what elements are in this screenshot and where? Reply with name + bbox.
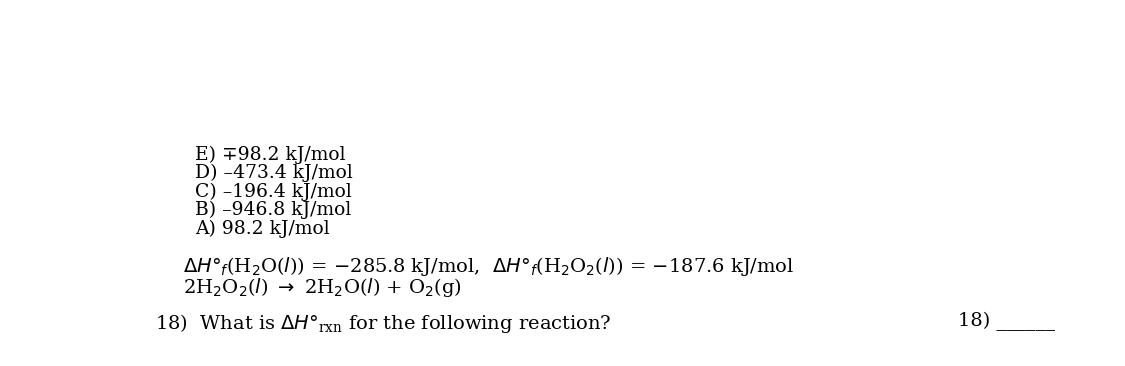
Text: E) ∓98.2 kJ/mol: E) ∓98.2 kJ/mol <box>195 146 345 164</box>
Text: $\Delta H\degree_f$(H$_2$O($\mathit{l}$)) = $-$285.8 kJ/mol,  $\Delta H\degree_f: $\Delta H\degree_f$(H$_2$O($\mathit{l}$)… <box>183 255 794 278</box>
Text: B) –946.8 kJ/mol: B) –946.8 kJ/mol <box>195 201 351 219</box>
Text: 18)  What is $\Delta H\degree_{\mathregular{rxn}}$ for the following reaction?: 18) What is $\Delta H\degree_{\mathregul… <box>154 312 611 335</box>
Text: A) 98.2 kJ/mol: A) 98.2 kJ/mol <box>195 220 330 238</box>
Text: C) –196.4 kJ/mol: C) –196.4 kJ/mol <box>195 183 352 201</box>
Text: 18) ______: 18) ______ <box>958 312 1055 331</box>
Text: D) –473.4 kJ/mol: D) –473.4 kJ/mol <box>195 164 352 182</box>
Text: 2H$_2$O$_2$($\mathit{l}$) $\rightarrow$ 2H$_2$O($\mathit{l}$) + O$_2$(g): 2H$_2$O$_2$($\mathit{l}$) $\rightarrow$ … <box>183 276 462 299</box>
